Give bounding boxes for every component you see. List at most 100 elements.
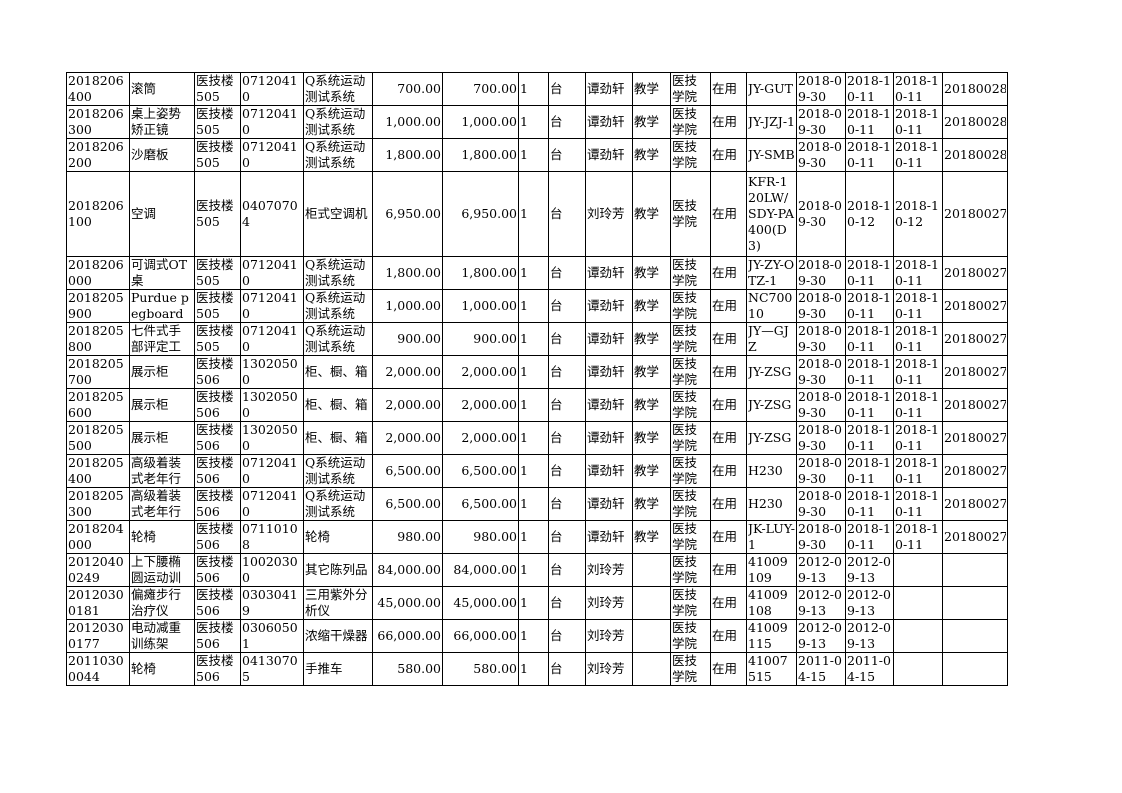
usage-text: 教学 — [634, 265, 660, 280]
unit-text: 台 — [550, 114, 563, 129]
entry-date-text: 2012-09-13 — [847, 554, 891, 586]
cell-voucher-no: 201800277 — [942, 289, 1008, 323]
cell-category-code: 10020300 — [240, 553, 304, 587]
cell-location: 医技楼506 — [194, 586, 241, 620]
record-date-text: 2018-10-11 — [895, 290, 939, 322]
cell-unit: 台 — [548, 171, 586, 257]
status-text: 在用 — [712, 661, 738, 676]
quantity-text: 1 — [520, 529, 528, 544]
cell-amount: 2,000.00 — [442, 355, 519, 389]
cell-unit-price: 6,950.00 — [372, 171, 443, 257]
amount-text: 900.00 — [473, 331, 517, 346]
quantity-text: 1 — [520, 206, 528, 221]
category-name-text: 其它陈列品 — [305, 562, 368, 577]
status-text: 在用 — [712, 114, 738, 129]
table-row: 2018205500 展示柜 医技楼506 13020500 柜、橱、箱 2,000.00… — [66, 421, 1008, 455]
cell-purchase-date: 2018-09-30 — [796, 454, 846, 488]
cell-asset-name: Purdue pegboard — [129, 289, 195, 323]
cell-usage: 教学 — [632, 355, 671, 389]
category-name-text: 柜、橱、箱 — [305, 364, 368, 379]
cell-asset-name: 轮椅 — [129, 652, 195, 686]
amount-text: 1,000.00 — [461, 114, 517, 129]
voucher-no-text: 201800275 — [944, 430, 1006, 445]
location-text: 医技楼506 — [196, 422, 234, 454]
cell-asset-name: 高级着装式老年行 — [129, 454, 195, 488]
cell-record-date: 2018-10-11 — [893, 105, 943, 139]
cell-record-date: 2018-10-11 — [893, 256, 943, 290]
amount-text: 6,950.00 — [461, 206, 517, 221]
usage-text: 教学 — [634, 298, 660, 313]
purchase-date-text: 2018-09-30 — [798, 139, 842, 171]
cell-location: 医技楼505 — [194, 105, 241, 139]
cell-quantity: 1 — [518, 322, 549, 356]
cell-purchase-date: 2018-09-30 — [796, 322, 846, 356]
model-text: 41007515 — [748, 653, 788, 685]
cell-amount: 700.00 — [442, 72, 519, 106]
location-text: 医技楼506 — [196, 356, 234, 388]
department-text: 医技学院 — [672, 106, 698, 138]
unit-price-text: 84,000.00 — [377, 562, 441, 577]
cell-entry-date: 2018-10-11 — [845, 388, 894, 422]
quantity-text: 1 — [520, 265, 528, 280]
unit-text: 台 — [550, 147, 563, 162]
asset-name-text: 滚筒 — [131, 81, 157, 96]
cell-unit: 台 — [548, 586, 586, 620]
cell-unit: 台 — [548, 487, 586, 521]
cell-status: 在用 — [710, 289, 747, 323]
cell-quantity: 1 — [518, 652, 549, 686]
cell-model: JY-GUT — [746, 72, 797, 106]
cell-department: 医技学院 — [670, 355, 711, 389]
cell-asset-id: 2018206400 — [66, 72, 130, 106]
cell-category-code: 13020500 — [240, 388, 304, 422]
purchase-date-text: 2018-09-30 — [798, 488, 842, 520]
amount-text: 700.00 — [473, 81, 517, 96]
cell-unit: 台 — [548, 652, 586, 686]
cell-unit: 台 — [548, 322, 586, 356]
model-text: JY-JZJ-1 — [748, 114, 795, 129]
cell-department: 医技学院 — [670, 388, 711, 422]
table-row: 2018205400 高级着装式老年行 医技楼506 07120410 Q系统运动测试系… — [66, 454, 1008, 488]
department-text: 医技学院 — [672, 554, 698, 586]
unit-price-text: 6,950.00 — [385, 206, 441, 221]
custodian-text: 谭劲轩 — [587, 496, 625, 511]
cell-asset-id: 2018206300 — [66, 105, 130, 139]
cell-department: 医技学院 — [670, 652, 711, 686]
status-text: 在用 — [712, 265, 738, 280]
cell-category-code: 04070704 — [240, 171, 304, 257]
department-text: 医技学院 — [672, 653, 698, 685]
cell-quantity: 1 — [518, 355, 549, 389]
custodian-text: 谭劲轩 — [587, 529, 625, 544]
cell-category-code: 07110108 — [240, 520, 304, 554]
unit-text: 台 — [550, 529, 563, 544]
usage-text: 教学 — [634, 81, 660, 96]
custodian-text: 谭劲轩 — [587, 397, 625, 412]
cell-purchase-date: 2018-09-30 — [796, 388, 846, 422]
entry-date-text: 2018-10-11 — [847, 73, 891, 105]
usage-text: 教学 — [634, 147, 660, 162]
unit-text: 台 — [550, 463, 563, 478]
unit-price-text: 900.00 — [397, 331, 441, 346]
cell-usage: 教学 — [632, 520, 671, 554]
cell-asset-name: 七件式手部评定工 — [129, 322, 195, 356]
category-code-text: 03060501 — [242, 620, 298, 652]
cell-entry-date: 2018-10-11 — [845, 487, 894, 521]
cell-department: 医技学院 — [670, 619, 711, 653]
cell-voucher-no: 201800276 — [942, 322, 1008, 356]
asset-id-text: 2018205400 — [68, 455, 124, 487]
unit-price-text: 6,500.00 — [385, 463, 441, 478]
custodian-text: 刘玲芳 — [587, 562, 625, 577]
cell-custodian: 谭劲轩 — [585, 454, 633, 488]
category-code-text: 13020500 — [242, 389, 298, 421]
cell-asset-name: 空调 — [129, 171, 195, 257]
cell-voucher-no — [942, 652, 1008, 686]
cell-custodian: 谭劲轩 — [585, 256, 633, 290]
quantity-text: 1 — [520, 364, 528, 379]
cell-category-name: Q系统运动测试系统 — [303, 256, 373, 290]
category-code-text: 03030419 — [242, 587, 298, 619]
cell-status: 在用 — [710, 454, 747, 488]
location-text: 医技楼506 — [196, 389, 234, 421]
model-text: 41009109 — [748, 554, 788, 586]
category-name-text: 三用紫外分析仪 — [305, 587, 368, 619]
asset-name-text: 高级着装式老年行 — [131, 455, 182, 487]
cell-status: 在用 — [710, 421, 747, 455]
